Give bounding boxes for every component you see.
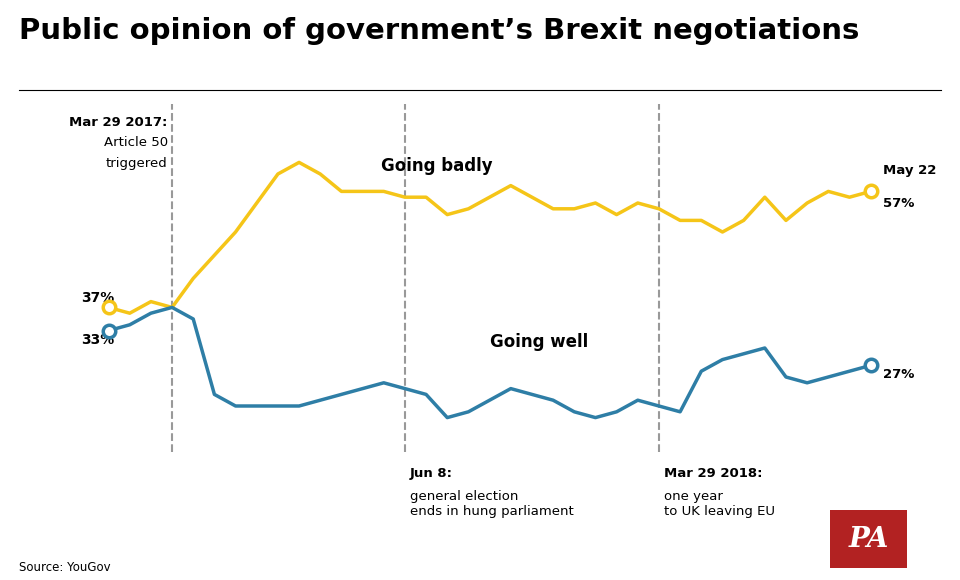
Text: Article 50: Article 50 <box>104 136 168 149</box>
Text: PA: PA <box>849 526 889 553</box>
Text: triggered: triggered <box>106 157 168 169</box>
Text: Going well: Going well <box>490 333 588 351</box>
Text: 33%: 33% <box>81 334 114 347</box>
Text: 57%: 57% <box>883 197 915 210</box>
Text: Mar 29 2017:: Mar 29 2017: <box>69 116 168 129</box>
Text: 37%: 37% <box>81 291 114 304</box>
Text: Source: YouGov: Source: YouGov <box>19 561 110 574</box>
Text: May 22: May 22 <box>883 164 937 177</box>
Text: Public opinion of government’s Brexit negotiations: Public opinion of government’s Brexit ne… <box>19 17 859 45</box>
Text: Jun 8:: Jun 8: <box>410 467 453 480</box>
Text: Going badly: Going badly <box>381 157 492 175</box>
Text: 27%: 27% <box>883 368 915 381</box>
Text: Mar 29 2018:: Mar 29 2018: <box>663 467 762 480</box>
Text: one year
to UK leaving EU: one year to UK leaving EU <box>663 490 775 518</box>
Text: general election
ends in hung parliament: general election ends in hung parliament <box>410 490 573 518</box>
